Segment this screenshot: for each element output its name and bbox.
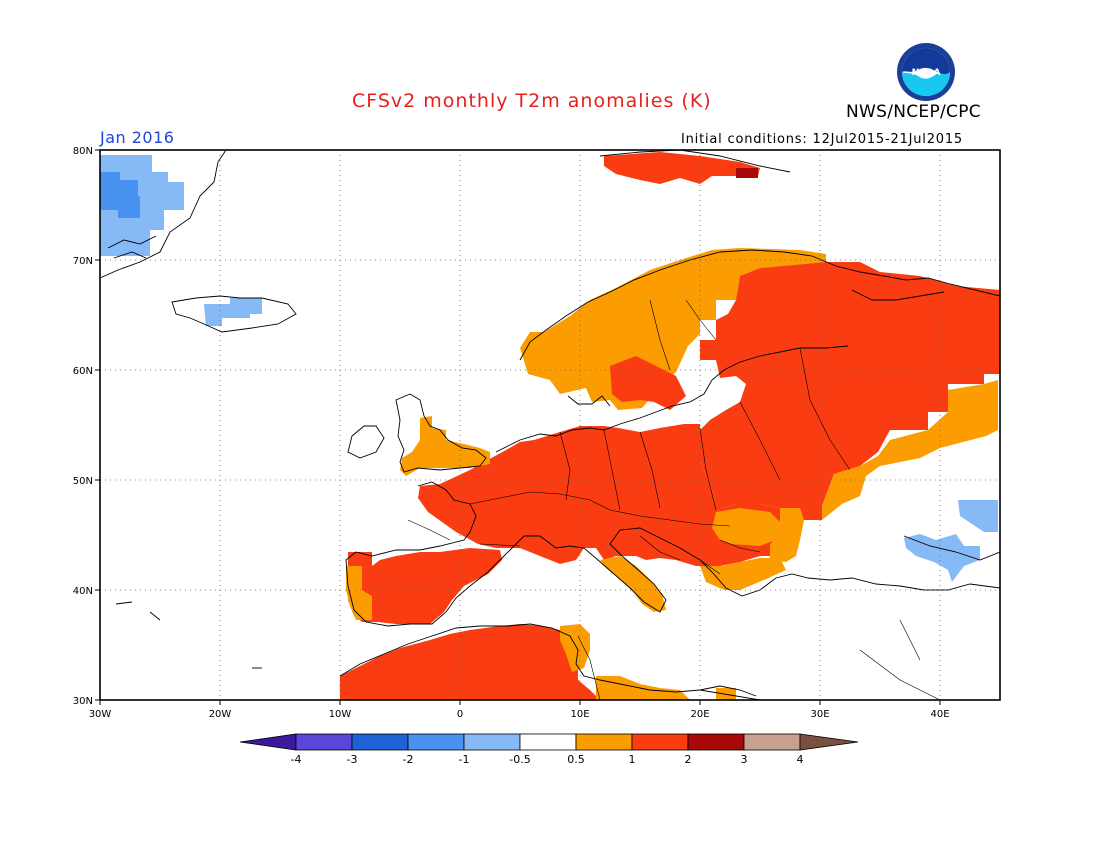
balkans-orange [712,508,782,546]
colorbar-label: 2 [685,753,692,766]
lat-labels: 30N 40N 50N 60N 70N 80N [73,146,93,707]
colorbar-box [687,733,745,751]
colorbar-box [631,733,689,751]
lat-label: 80N [73,146,93,157]
lon-label: 10W [329,709,352,720]
colorbar-box [351,733,409,751]
agency-label: NWS/NCEP/CPC [846,102,981,122]
lon-label: 20W [209,709,232,720]
colorbar-box [519,733,577,751]
romania-orange [770,508,804,562]
central-europe-red [418,424,800,566]
colorbar-label: -1 [459,753,470,766]
svalbard-red [604,152,760,184]
colorbar-box [575,733,633,751]
colorbar-box [463,733,521,751]
coastlines [100,150,1000,700]
colorbar-box [743,733,801,751]
greece-orange [700,558,786,590]
colorbar-label: -2 [403,753,414,766]
lat-label: 40N [73,586,93,597]
mid-blue-fill [100,172,140,218]
colorbar-label: 0.5 [567,753,585,766]
italy-orange [600,556,666,612]
colorbar-box [407,733,465,751]
colorbar-labels: -4 -3 -2 -1 -0.5 0.5 1 2 3 4 [291,753,804,766]
caucasus-negative-region [904,500,998,582]
forecast-month: Jan 2016 [100,128,175,147]
colorbar-box [295,733,353,751]
gridlines [100,150,1000,700]
lon-label: 30W [89,709,112,720]
libya-orange [596,676,690,700]
map-frame [99,149,1001,701]
greenland-negative-region [100,155,262,326]
colorbar-high-arrow [799,733,859,751]
lat-label: 60N [73,366,93,377]
sweden-red [610,356,686,410]
colorbar-label: -4 [291,753,302,766]
colorbar-label: 3 [741,753,748,766]
svalbard-dark-red [736,168,758,178]
country-borders [407,299,941,700]
caucasus-light-blue [904,534,980,582]
lat-label: 50N [73,476,93,487]
lon-label: 30E [810,709,829,720]
iberia-orange-west [346,566,372,620]
map-title: CFSv2 monthly T2m anomalies (K) [352,90,712,112]
logo-text: NOAA [912,68,941,78]
lat-label: 70N [73,256,93,267]
lon-label: 20E [690,709,709,720]
europe-warm-region [340,152,1000,700]
lat-label: 30N [73,696,93,707]
north-africa-red [340,624,600,700]
caspian-light-blue [958,500,998,532]
colorbar-label: -3 [347,753,358,766]
colorbar [239,733,859,751]
uk-orange [400,416,490,476]
colorbar-low-arrow [239,733,297,751]
tick-marks [95,149,941,705]
lon-labels: 30W 20W 10W 0 10E 20E 30E 40E [89,709,950,720]
iceland-light-blue [204,298,262,326]
ukraine-orange [822,380,998,520]
initial-conditions: Initial conditions: 12Jul2015-21Jul2015 [681,132,964,147]
lon-label: 40E [930,709,949,720]
russia-red [700,262,1000,520]
colorbar-label: 1 [629,753,636,766]
tunisia-orange [560,624,590,672]
noaa-logo: NOAA [897,43,955,101]
scandinavia-orange [520,248,826,410]
colorbar-label: 4 [797,753,804,766]
anomaly-fills [100,152,1000,700]
iberia-red [348,548,502,624]
colorbar-label: -0.5 [509,753,530,766]
lon-label: 10E [570,709,589,720]
lon-label: 0 [457,709,463,720]
